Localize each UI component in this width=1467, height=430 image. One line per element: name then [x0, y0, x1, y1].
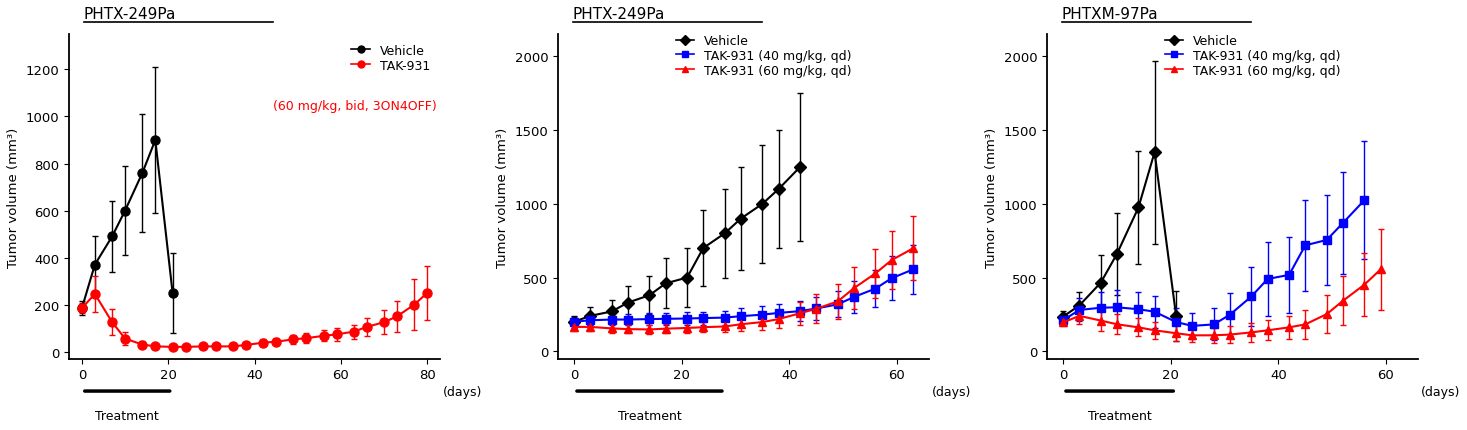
- Text: PHTX-249Pa: PHTX-249Pa: [84, 7, 176, 22]
- Text: PHTX-249Pa: PHTX-249Pa: [572, 7, 665, 22]
- Legend: Vehicle, TAK-931 (40 mg/kg, qd), TAK-931 (60 mg/kg, qd): Vehicle, TAK-931 (40 mg/kg, qd), TAK-931…: [1165, 35, 1341, 77]
- Text: Treatment: Treatment: [1087, 409, 1152, 422]
- Text: PHTXM-97Pa: PHTXM-97Pa: [1062, 7, 1159, 22]
- Text: (days): (days): [932, 385, 971, 398]
- Text: (days): (days): [1422, 385, 1460, 398]
- Text: (days): (days): [443, 385, 481, 398]
- Legend: Vehicle, TAK-931: Vehicle, TAK-931: [351, 45, 430, 72]
- Text: Treatment: Treatment: [95, 409, 158, 422]
- Y-axis label: Tumor volume (mm³): Tumor volume (mm³): [7, 127, 21, 267]
- Text: Treatment: Treatment: [618, 409, 681, 422]
- Y-axis label: Tumor volume (mm³): Tumor volume (mm³): [984, 127, 998, 267]
- Text: (60 mg/kg, bid, 3ON4OFF): (60 mg/kg, bid, 3ON4OFF): [273, 100, 437, 113]
- Y-axis label: Tumor volume (mm³): Tumor volume (mm³): [496, 127, 509, 267]
- Legend: Vehicle, TAK-931 (40 mg/kg, qd), TAK-931 (60 mg/kg, qd): Vehicle, TAK-931 (40 mg/kg, qd), TAK-931…: [676, 35, 852, 77]
